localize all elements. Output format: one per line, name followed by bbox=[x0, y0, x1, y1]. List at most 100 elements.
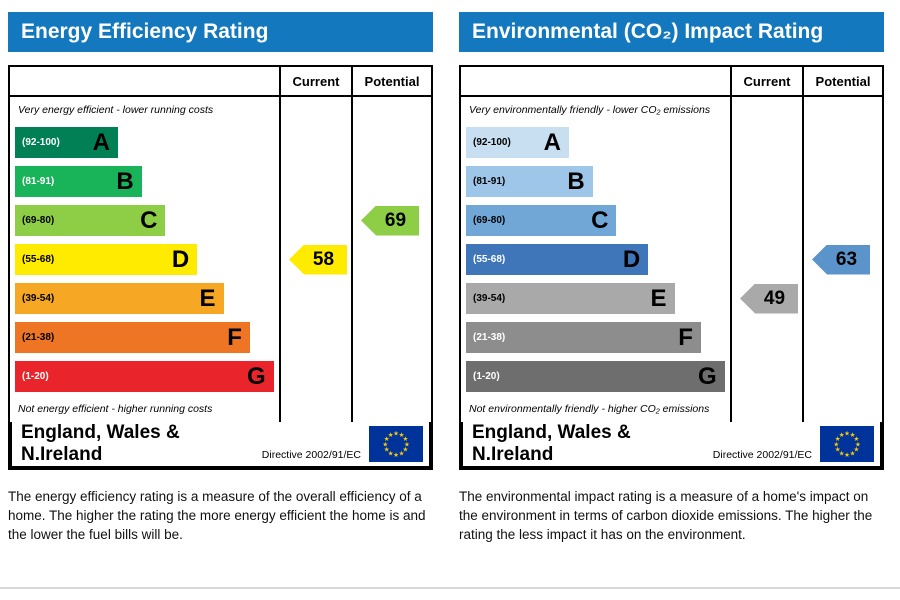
band-range-label: (92-100) bbox=[473, 137, 511, 148]
band-range-label: (1-20) bbox=[22, 371, 49, 382]
svg-text:★: ★ bbox=[393, 430, 399, 437]
environmental-potential-column-header: Potential bbox=[802, 67, 882, 97]
svg-text:★: ★ bbox=[855, 441, 861, 448]
band-bar-G: (1-20) G bbox=[15, 361, 274, 392]
environmental-current-column: 49 bbox=[730, 97, 802, 422]
energy-chart: Current Potential Very energy efficient … bbox=[8, 65, 433, 470]
svg-text:★: ★ bbox=[403, 436, 409, 443]
environmental-bottom-note: Not environmentally friendly - higher CO… bbox=[469, 403, 710, 415]
band-range-label: (81-91) bbox=[473, 176, 506, 187]
energy-footer: England, Wales & N.Ireland Directive 200… bbox=[10, 422, 431, 468]
svg-text:★: ★ bbox=[854, 447, 860, 454]
band-row-D: (55-68) D bbox=[461, 240, 730, 279]
environmental-description: The environmental impact rating is a mea… bbox=[459, 489, 873, 542]
environmental-current-column-header: Current bbox=[730, 67, 802, 97]
svg-text:★: ★ bbox=[839, 451, 845, 458]
band-range-label: (55-68) bbox=[22, 254, 55, 265]
energy-directive-label: Directive 2002/91/EC bbox=[261, 449, 361, 461]
svg-text:★: ★ bbox=[835, 447, 841, 454]
environmental-footer: England, Wales & N.Ireland Directive 200… bbox=[461, 422, 882, 468]
svg-text:★: ★ bbox=[399, 432, 405, 439]
energy-current-column-header: Current bbox=[279, 67, 351, 97]
svg-text:★: ★ bbox=[404, 441, 410, 448]
band-letter: E bbox=[199, 284, 216, 312]
band-letter: C bbox=[591, 206, 609, 234]
eu-flag-icon: ★ ★★ ★★★ ★★★ ★★★ bbox=[369, 426, 423, 462]
svg-text:★: ★ bbox=[388, 451, 394, 458]
svg-text:★: ★ bbox=[382, 441, 388, 448]
environmental-bands-list: (92-100) A (81-91) B (69-80) C (55-68) D (39-54)… bbox=[461, 123, 730, 396]
energy-description: The energy efficiency rating is a measur… bbox=[8, 489, 426, 542]
band-bar-E: (39-54) E bbox=[466, 283, 675, 314]
band-bar-A: (92-100) A bbox=[15, 127, 118, 158]
band-range-label: (39-54) bbox=[473, 293, 506, 304]
svg-text:★: ★ bbox=[399, 451, 405, 458]
environmental-header-spacer bbox=[461, 67, 730, 97]
svg-text:★: ★ bbox=[850, 432, 856, 439]
svg-text:★: ★ bbox=[384, 436, 390, 443]
band-bar-D: (55-68) D bbox=[466, 244, 649, 275]
band-bar-E: (39-54) E bbox=[15, 283, 224, 314]
band-letter: F bbox=[227, 323, 242, 351]
svg-text:★: ★ bbox=[850, 451, 856, 458]
band-row-E: (39-54) E bbox=[461, 279, 730, 318]
band-range-label: (92-100) bbox=[22, 137, 60, 148]
band-bar-B: (81-91) B bbox=[15, 166, 142, 197]
band-bar-B: (81-91) B bbox=[466, 166, 593, 197]
band-letter: D bbox=[622, 245, 641, 273]
band-row-B: (81-91) B bbox=[10, 162, 279, 201]
svg-text:★: ★ bbox=[388, 432, 394, 439]
band-letter: E bbox=[650, 284, 667, 312]
band-row-B: (81-91) B bbox=[461, 162, 730, 201]
environmental-impact-panel: Environmental (CO₂) Impact Rating Curren… bbox=[459, 12, 884, 600]
environmental-chart: Current Potential Very environmentally f… bbox=[459, 65, 884, 470]
energy-bands-area: Very energy efficient - lower running co… bbox=[10, 97, 279, 422]
band-bar-G: (1-20) G bbox=[466, 361, 725, 392]
band-letter: G bbox=[698, 362, 717, 390]
current-rating-arrow: 58 bbox=[289, 244, 347, 275]
svg-text:★: ★ bbox=[854, 436, 860, 443]
svg-text:★: ★ bbox=[844, 430, 850, 437]
band-bar-A: (92-100) A bbox=[466, 127, 569, 158]
energy-panel-title: Energy Efficiency Rating bbox=[8, 12, 433, 52]
band-letter: B bbox=[116, 167, 134, 195]
environmental-panel-title: Environmental (CO₂) Impact Rating bbox=[459, 12, 884, 52]
band-row-F: (21-38) F bbox=[461, 318, 730, 357]
band-row-F: (21-38) F bbox=[10, 318, 279, 357]
svg-text:★: ★ bbox=[839, 432, 845, 439]
band-row-G: (1-20) G bbox=[461, 357, 730, 396]
svg-text:★: ★ bbox=[403, 447, 409, 454]
band-letter: A bbox=[92, 128, 110, 156]
eu-flag-icon: ★ ★★ ★★★ ★★★ ★★★ bbox=[820, 426, 874, 462]
band-row-C: (69-80) C bbox=[10, 201, 279, 240]
page-divider bbox=[0, 587, 900, 589]
band-range-label: (69-80) bbox=[22, 215, 55, 226]
svg-text:★: ★ bbox=[844, 452, 850, 459]
energy-potential-column-header: Potential bbox=[351, 67, 431, 97]
environmental-potential-column: 63 bbox=[802, 97, 882, 422]
band-letter: F bbox=[678, 323, 693, 351]
band-row-C: (69-80) C bbox=[461, 201, 730, 240]
energy-header-spacer bbox=[10, 67, 279, 97]
band-bar-C: (69-80) C bbox=[466, 205, 617, 236]
band-bar-F: (21-38) F bbox=[15, 322, 250, 353]
svg-text:★: ★ bbox=[835, 436, 841, 443]
energy-region-label: England, Wales & N.Ireland bbox=[21, 422, 180, 465]
band-range-label: (69-80) bbox=[473, 215, 506, 226]
band-row-E: (39-54) E bbox=[10, 279, 279, 318]
band-row-D: (55-68) D bbox=[10, 240, 279, 279]
band-row-A: (92-100) A bbox=[461, 123, 730, 162]
energy-top-note: Very energy efficient - lower running co… bbox=[18, 104, 214, 116]
environmental-bands-area: Very environmentally friendly - lower CO… bbox=[461, 97, 730, 422]
band-letter: C bbox=[140, 206, 158, 234]
band-row-G: (1-20) G bbox=[10, 357, 279, 396]
band-range-label: (39-54) bbox=[22, 293, 55, 304]
current-rating-arrow: 49 bbox=[740, 283, 798, 314]
energy-current-column: 58 bbox=[279, 97, 351, 422]
band-letter: A bbox=[543, 128, 561, 156]
band-bar-D: (55-68) D bbox=[15, 244, 198, 275]
energy-bottom-note: Not energy efficient - higher running co… bbox=[18, 403, 213, 415]
band-range-label: (21-38) bbox=[473, 332, 506, 343]
potential-rating-arrow: 69 bbox=[361, 205, 419, 236]
potential-rating-arrow: 63 bbox=[812, 244, 870, 275]
